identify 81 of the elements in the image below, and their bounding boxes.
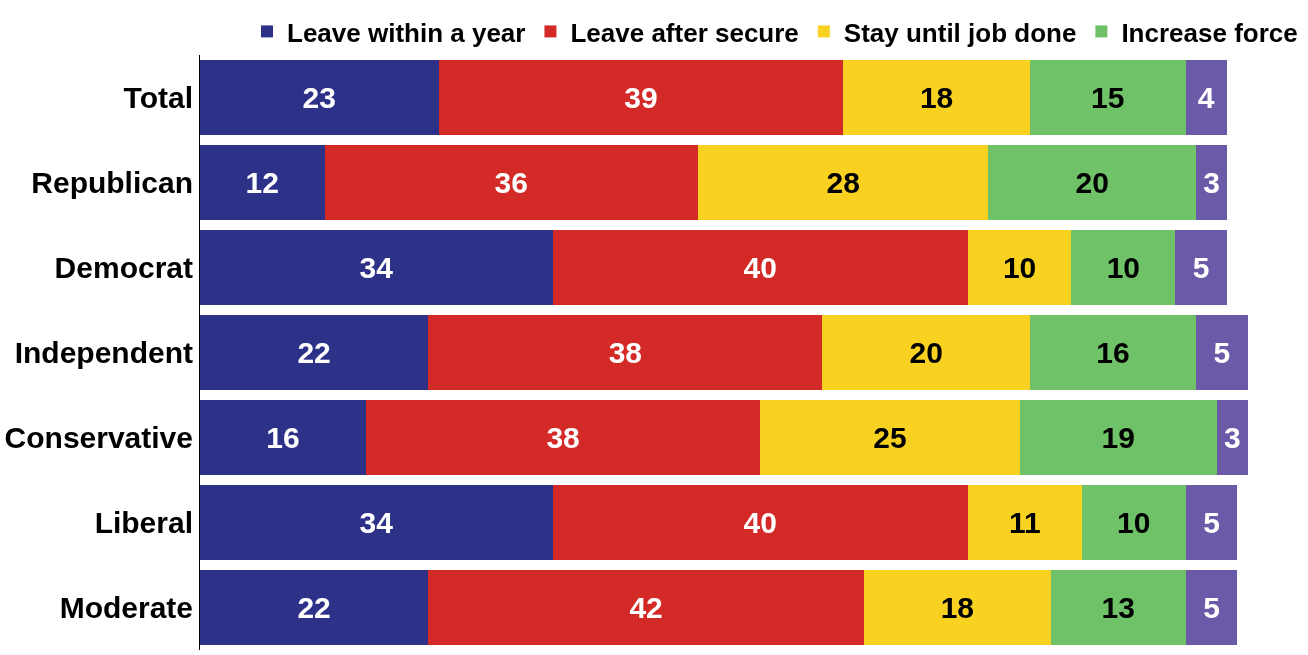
y-tick-label: Conservative	[4, 421, 193, 454]
data-label: 36	[494, 166, 528, 199]
bar	[863, 570, 1051, 645]
data-label: 16	[266, 421, 300, 454]
bar	[366, 400, 761, 475]
data-label: 20	[1075, 166, 1109, 199]
data-label: 12	[245, 166, 279, 199]
data-label: 18	[919, 81, 954, 114]
data-label: 40	[743, 506, 777, 539]
bar	[697, 145, 989, 220]
y-tick-label: Independent	[14, 336, 193, 369]
bar	[200, 570, 429, 645]
bar	[438, 60, 844, 135]
bar	[200, 485, 553, 560]
bar	[1195, 315, 1248, 390]
data-label: 16	[1096, 336, 1130, 369]
data-label: 42	[629, 591, 663, 624]
data-label: 13	[1101, 591, 1135, 624]
bar	[1071, 230, 1176, 305]
bar	[428, 315, 823, 390]
data-label: 40	[743, 251, 777, 284]
bar	[1081, 485, 1186, 560]
bar	[200, 230, 553, 305]
bar	[1050, 570, 1186, 645]
data-label: 3	[1223, 421, 1241, 454]
bar	[967, 485, 1082, 560]
bar	[428, 570, 864, 645]
data-label: 10	[1106, 251, 1141, 284]
bar	[200, 60, 439, 135]
data-label: 25	[873, 421, 907, 454]
bar	[822, 315, 1030, 390]
bar	[1029, 315, 1196, 390]
data-label: 5	[1203, 506, 1220, 539]
bar	[200, 145, 325, 220]
data-label: 34	[359, 506, 394, 539]
data-label: 38	[546, 421, 580, 454]
data-label: 3	[1203, 166, 1220, 199]
legend-label: Increase force	[1121, 17, 1298, 48]
data-label: 23	[302, 81, 336, 114]
data-label: 34	[359, 251, 394, 284]
bar	[200, 400, 366, 475]
bar	[1185, 60, 1228, 135]
data-label: 20	[909, 336, 943, 369]
data-label: 22	[297, 336, 331, 369]
bar	[1195, 145, 1228, 220]
y-tick-label: Liberal	[94, 506, 193, 539]
bar	[843, 60, 1030, 135]
bar	[1019, 400, 1217, 475]
data-label: 28	[826, 166, 860, 199]
data-label: 5	[1203, 591, 1220, 624]
y-tick-label: Moderate	[59, 591, 193, 624]
bar	[200, 315, 429, 390]
data-label: 39	[624, 81, 658, 114]
data-label: 18	[940, 591, 975, 624]
data-label: 10	[1117, 506, 1151, 539]
bar	[324, 145, 698, 220]
data-label: 10	[1002, 251, 1037, 284]
bar	[760, 400, 1020, 475]
bar	[552, 230, 968, 305]
data-label: 19	[1101, 421, 1135, 454]
data-label: 38	[608, 336, 643, 369]
data-label: 11	[1008, 506, 1041, 539]
legend-label: Leave within a year	[287, 17, 526, 48]
bar	[1185, 570, 1238, 645]
bar	[1175, 230, 1228, 305]
data-label: 22	[297, 591, 331, 624]
bar	[1029, 60, 1186, 135]
legend-label: Stay until job done	[843, 17, 1077, 48]
data-label: 4	[1197, 81, 1215, 114]
data-label: 15	[1091, 81, 1125, 114]
y-tick-label: Total	[123, 81, 193, 114]
bar	[967, 230, 1072, 305]
legend-label: Leave after secure	[570, 17, 799, 48]
data-label: 5	[1213, 336, 1231, 369]
bar	[1185, 485, 1238, 560]
y-tick-label: Democrat	[54, 251, 193, 284]
y-tick-label: Republican	[31, 166, 193, 199]
data-label: 5	[1192, 251, 1210, 284]
bar	[1216, 400, 1248, 475]
bar	[552, 485, 968, 560]
bar	[988, 145, 1196, 220]
